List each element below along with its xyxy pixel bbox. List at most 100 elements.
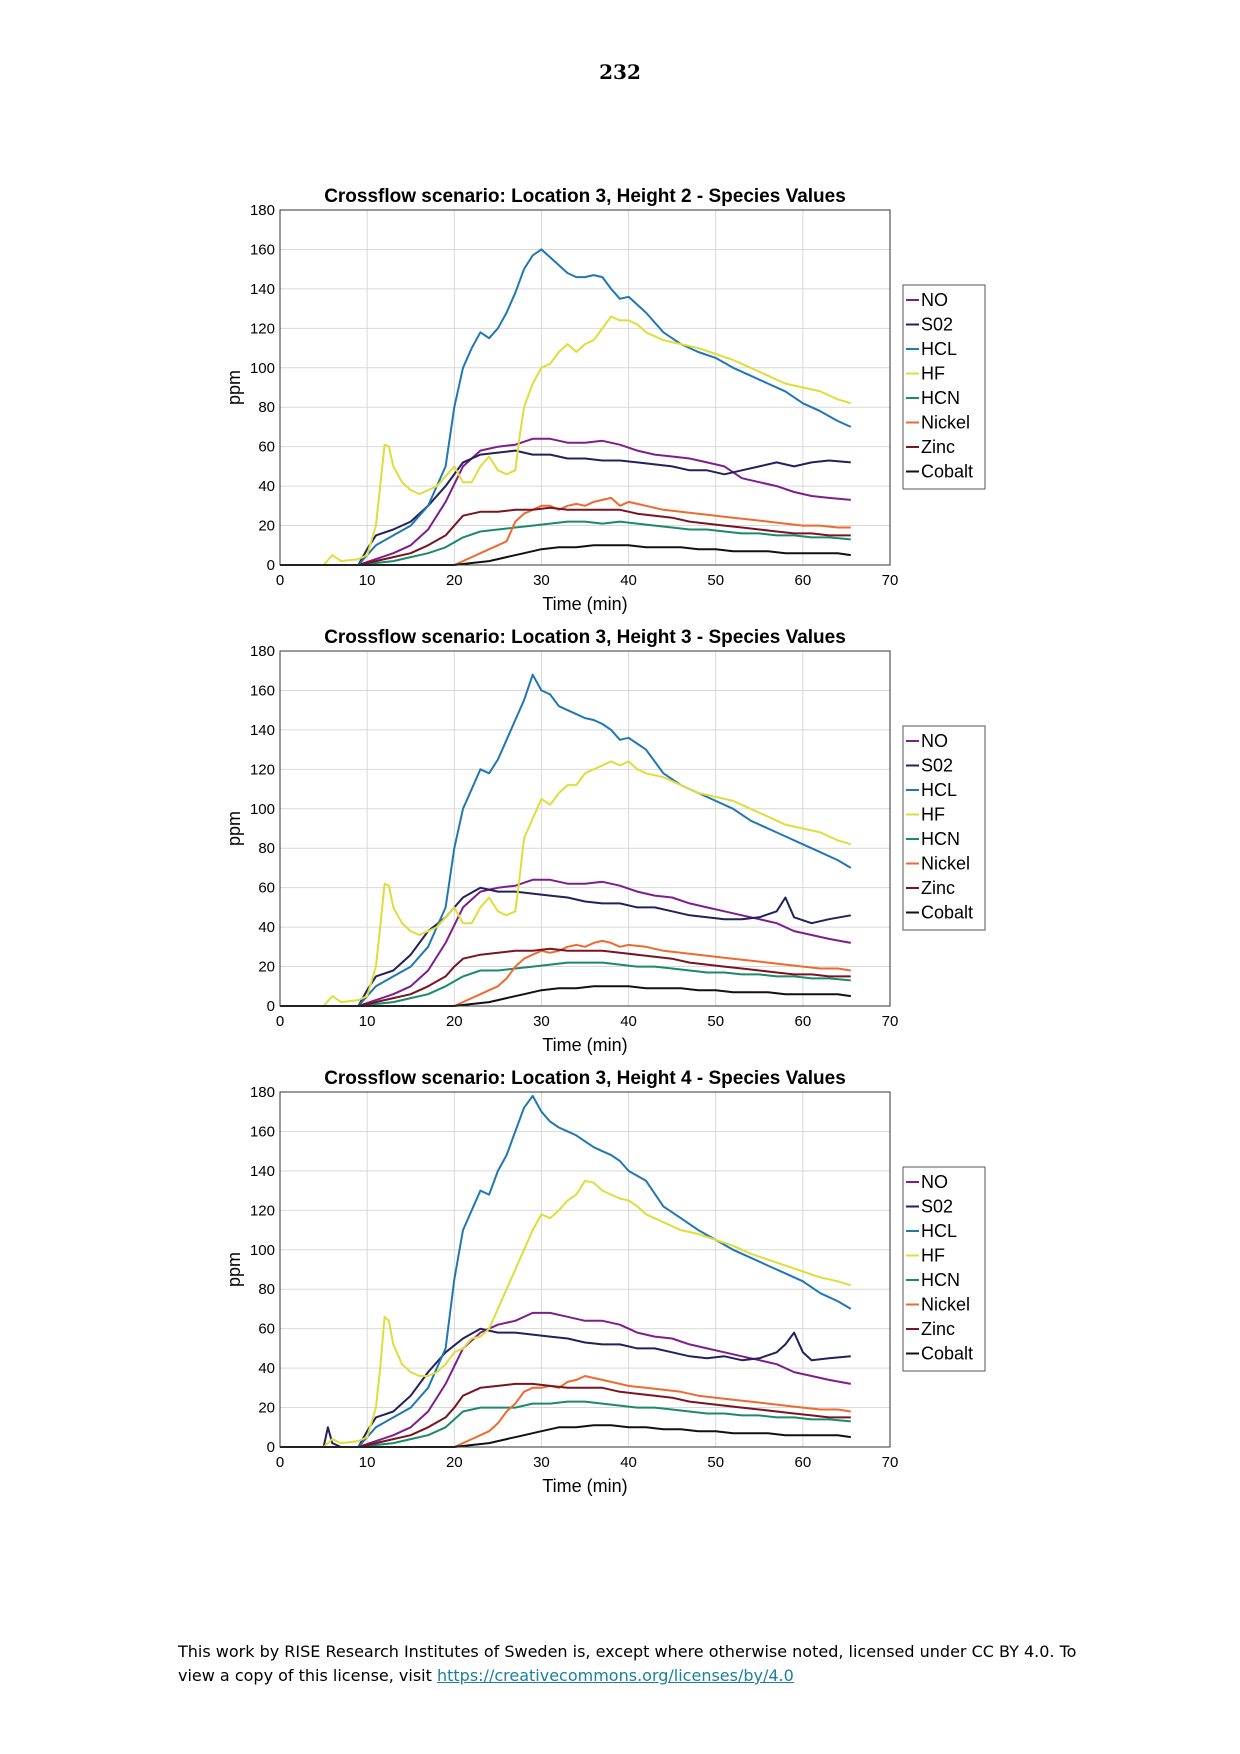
- series-line-hcn: [280, 961, 851, 1007]
- series-line-zinc: [280, 1382, 851, 1448]
- chart-height-2: 0 10 20 30 40 50 60 70 0 20 40 60 80 100 120 140 160 180 C…: [0, 180, 1240, 620]
- y-tick-label: 180: [250, 643, 275, 660]
- page-number: 232: [599, 60, 641, 84]
- series-line-zinc: [280, 947, 851, 1007]
- legend-label: HF: [921, 364, 945, 384]
- legend-label: Nickel: [921, 1295, 970, 1315]
- legend-label: HF: [921, 805, 945, 825]
- x-tick-label: 0: [276, 1013, 284, 1030]
- series-line-hcl: [280, 248, 852, 566]
- x-tick-label: 60: [795, 1013, 812, 1030]
- legend: NO S02 HCL HF HCN Nickel Zinc Cobalt: [902, 1166, 986, 1372]
- y-tick-label: 180: [250, 1084, 275, 1101]
- chart-svg: 0 10 20 30 40 50 60 70 0 20 40 60 80 100 120 140 160 180 C…: [224, 186, 986, 614]
- y-tick-label: 100: [250, 801, 275, 818]
- x-tick-label: 60: [795, 572, 812, 589]
- x-tick-label: 10: [359, 1013, 376, 1030]
- legend-label: NO: [921, 1172, 948, 1192]
- series-line-cobalt: [280, 985, 851, 1007]
- series-line-s02: [280, 449, 851, 566]
- legend-box: [902, 725, 986, 931]
- chart-title: Crossflow scenario: Location 3, Height 4…: [324, 1068, 846, 1089]
- y-axis-label: ppm: [224, 370, 244, 405]
- y-axis-label: ppm: [224, 811, 244, 846]
- series-line-hcl: [280, 1094, 852, 1448]
- x-tick-label: 40: [620, 1013, 637, 1030]
- y-tick-label: 60: [258, 880, 275, 897]
- x-tick-label: 70: [882, 1013, 899, 1030]
- chart-height-4: 0 10 20 30 40 50 60 70 0 20 40 60 80 100 120 140 160 180 C…: [0, 1062, 1240, 1502]
- x-tick-label: 40: [620, 1454, 637, 1471]
- y-tick-label: 80: [258, 1281, 275, 1298]
- x-tick-label: 70: [882, 1454, 899, 1471]
- legend: NO S02 HCL HF HCN Nickel Zinc Cobalt: [902, 284, 986, 490]
- legend-label: NO: [921, 290, 948, 310]
- legend-box: [902, 284, 986, 490]
- x-tick-label: 70: [882, 572, 899, 589]
- legend-label: HF: [921, 1246, 945, 1266]
- legend-label: S02: [921, 315, 953, 335]
- legend-label: HCN: [921, 829, 960, 849]
- license-link[interactable]: https://creativecommons.org/licenses/by/…: [436, 1666, 794, 1685]
- y-tick-label: 120: [250, 1202, 275, 1219]
- axes-frame: [279, 1091, 891, 1448]
- series-line-nickel: [280, 1375, 851, 1448]
- x-tick-label: 50: [707, 572, 724, 589]
- y-tick-label: 140: [250, 281, 275, 298]
- x-tick-label: 30: [533, 572, 550, 589]
- series-line-s02: [280, 1327, 851, 1448]
- series-line-zinc: [280, 506, 851, 566]
- y-tick-label: 140: [250, 1163, 275, 1180]
- y-tick-label: 160: [250, 1123, 275, 1140]
- y-tick-label: 100: [250, 360, 275, 377]
- x-tick-label: 50: [707, 1454, 724, 1471]
- legend-label: Nickel: [921, 854, 970, 874]
- legend-label: Zinc: [921, 1319, 955, 1339]
- x-tick-label: 50: [707, 1013, 724, 1030]
- series-line-hf: [280, 1179, 852, 1448]
- legend-label: NO: [921, 731, 948, 751]
- series-line-cobalt: [280, 544, 851, 566]
- legend-label: HCL: [921, 780, 957, 800]
- axes-frame: [279, 209, 891, 566]
- series-line-no: [280, 437, 851, 566]
- x-tick-label: 30: [533, 1013, 550, 1030]
- series-line-no: [280, 878, 851, 1007]
- legend-label: HCL: [921, 1221, 957, 1241]
- license-text: This work by RISE Research Institutes of…: [178, 1642, 1077, 1685]
- y-tick-label: 20: [258, 959, 275, 976]
- x-tick-label: 20: [446, 572, 463, 589]
- series-line-cobalt: [280, 1424, 851, 1448]
- x-tick-label: 10: [359, 572, 376, 589]
- legend-box: [902, 1166, 986, 1372]
- chart-svg: 0 10 20 30 40 50 60 70 0 20 40 60 80 100 120 140 160 180 C…: [224, 1068, 986, 1496]
- x-tick-label: 30: [533, 1454, 550, 1471]
- x-axis-label: Time (min): [542, 1035, 627, 1055]
- y-tick-label: 60: [258, 1321, 275, 1338]
- legend-label: Cobalt: [921, 1344, 973, 1364]
- y-tick-label: 20: [258, 518, 275, 535]
- legend-label: S02: [921, 1197, 953, 1217]
- y-tick-label: 0: [267, 557, 275, 574]
- license-footer: This work by RISE Research Institutes of…: [178, 1640, 1078, 1688]
- x-tick-label: 0: [276, 572, 284, 589]
- legend-label: Zinc: [921, 878, 955, 898]
- y-tick-label: 40: [258, 478, 275, 495]
- series-line-nickel: [280, 496, 851, 566]
- y-axis-label: ppm: [224, 1252, 244, 1287]
- series-line-hf: [280, 315, 852, 566]
- legend-label: Cobalt: [921, 903, 973, 923]
- legend: NO S02 HCL HF HCN Nickel Zinc Cobalt: [902, 725, 986, 931]
- y-tick-label: 60: [258, 439, 275, 456]
- chart-title: Crossflow scenario: Location 3, Height 2…: [324, 186, 846, 207]
- y-tick-label: 80: [258, 840, 275, 857]
- y-tick-label: 40: [258, 919, 275, 936]
- legend-label: Cobalt: [921, 462, 973, 482]
- y-tick-label: 140: [250, 722, 275, 739]
- x-axis-label: Time (min): [542, 1476, 627, 1496]
- legend-label: Nickel: [921, 413, 970, 433]
- x-tick-label: 20: [446, 1454, 463, 1471]
- legend-label: Zinc: [921, 437, 955, 457]
- series-line-hcl: [280, 673, 852, 1007]
- legend-label: S02: [921, 756, 953, 776]
